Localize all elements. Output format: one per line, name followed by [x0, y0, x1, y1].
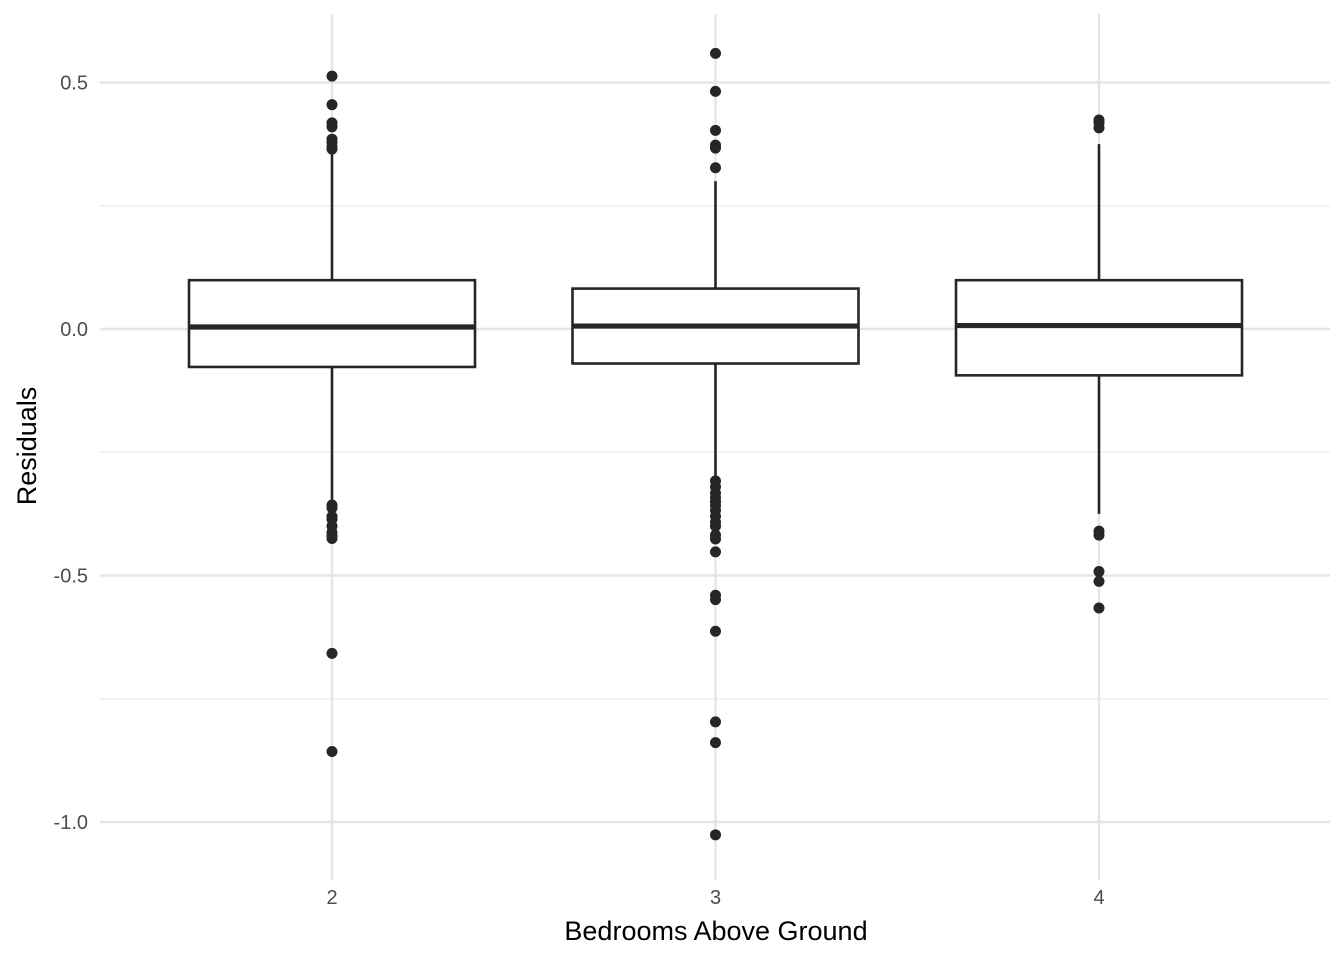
y-tick-label: -0.5 — [54, 566, 88, 588]
box-2 — [187, 151, 477, 502]
outlier-point — [326, 121, 338, 133]
outlier-point — [710, 520, 721, 532]
outlier-point — [1093, 122, 1105, 134]
x-tick-label: 2 — [326, 887, 337, 909]
outlier-point — [710, 737, 721, 749]
outlier-point — [710, 124, 721, 136]
outlier-point — [710, 533, 721, 545]
outlier-point — [326, 99, 338, 111]
y-tick-labels: 0.5 0.0 -0.5 -1.0 — [54, 73, 88, 835]
outlier-point — [710, 594, 721, 606]
outlier-point — [326, 502, 338, 514]
outlier-point — [1093, 602, 1105, 614]
outlier-point — [326, 746, 338, 758]
y-tick-label: 0.5 — [60, 73, 88, 95]
y-tick-label: 0.0 — [60, 319, 88, 341]
outlier-point — [710, 142, 721, 154]
x-tick-label: 3 — [710, 887, 721, 909]
outlier-point — [710, 829, 721, 841]
y-tick-label: -1.0 — [54, 812, 88, 834]
y-axis-title: Residuals — [12, 387, 42, 506]
outlier-point — [710, 716, 721, 728]
x-axis-title: Bedrooms Above Ground — [564, 916, 867, 946]
boxes-layer — [187, 144, 1244, 514]
outlier-point — [710, 546, 721, 558]
box-3 — [571, 181, 860, 477]
box-4 — [954, 144, 1244, 514]
outlier-point — [710, 47, 721, 59]
x-tick-labels: 2 3 4 — [326, 887, 1104, 909]
outlier-point — [1093, 575, 1105, 587]
outlier-point — [326, 533, 338, 545]
outlier-point — [326, 647, 338, 659]
outlier-point — [1093, 566, 1105, 578]
outlier-point — [710, 625, 721, 637]
outliers-layer — [326, 47, 1105, 841]
outlier-point — [1093, 529, 1105, 541]
box-body — [187, 278, 477, 369]
outlier-point — [326, 143, 338, 155]
x-tick-label: 4 — [1093, 887, 1104, 909]
outlier-point — [710, 85, 721, 97]
outlier-point — [326, 70, 338, 82]
outlier-point — [710, 162, 721, 174]
